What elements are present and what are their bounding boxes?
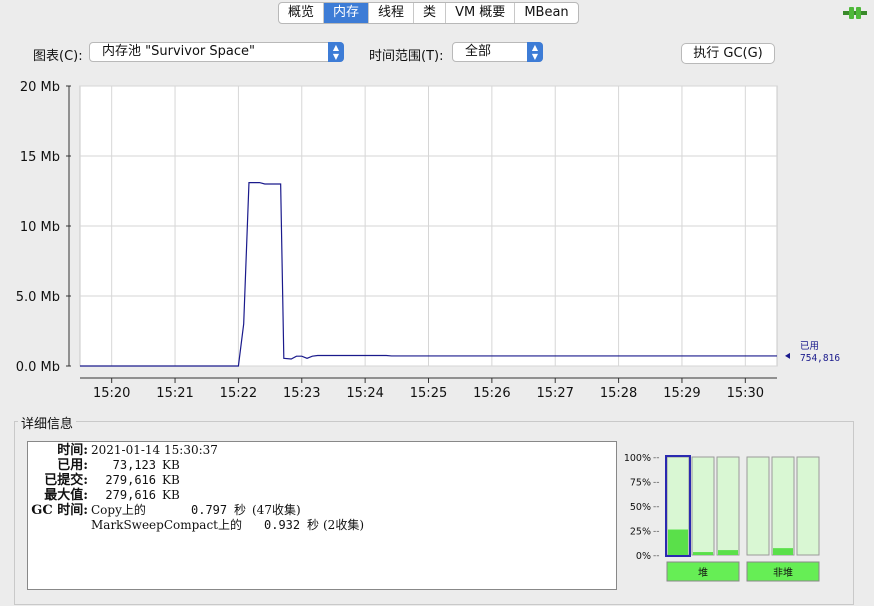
gc-time-label: GC 时间: xyxy=(31,503,88,518)
committed-value: 279,616 xyxy=(105,473,156,487)
x-tick-label: 15:24 xyxy=(346,386,383,401)
gc1-time: 0.797 xyxy=(191,503,228,517)
tab-4[interactable]: VM 概要 xyxy=(446,3,516,23)
time-label: 时间: xyxy=(57,443,88,458)
committed-unit: KB xyxy=(162,473,180,487)
bar-y-tick-dash: -- xyxy=(653,502,660,512)
chart-select-value: 内存池 "Survivor Space" xyxy=(102,44,255,59)
y-tick-label: 15 Mb xyxy=(20,150,60,165)
x-tick-label: 15:25 xyxy=(410,386,447,401)
heap-pool-used-fill xyxy=(718,550,738,555)
y-tick-label: 0.0 Mb xyxy=(16,360,60,375)
heap-pool-bar xyxy=(691,456,715,556)
chart-select[interactable]: 内存池 "Survivor Space" ▲ ▼ xyxy=(89,42,344,62)
y-tick-label: 10 Mb xyxy=(20,220,60,235)
end-label-value: 754,816 xyxy=(800,353,840,364)
bar-y-tick-label: 100% xyxy=(624,453,651,464)
memory-chart: 0.0 Mb 5.0 Mb 10 Mb 15 Mb 20 Mb 15:20 15:21 15:… xyxy=(16,80,841,401)
bar-y-tick-dash: -- xyxy=(653,453,660,463)
bar-y-tick-label: 50% xyxy=(630,502,651,513)
x-tick-label: 15:22 xyxy=(220,386,257,401)
x-tick-label: 15:29 xyxy=(663,386,700,401)
heap-pool-used-fill xyxy=(668,529,688,555)
time-range-select[interactable]: 全部 ▲ ▼ xyxy=(452,42,543,62)
gc1-name: Copy上的 xyxy=(91,503,146,517)
gc1-unit: 秒 xyxy=(234,503,247,517)
tab-2[interactable]: 线程 xyxy=(369,3,415,23)
perform-gc-button[interactable]: 执行 GC(G) xyxy=(681,43,775,64)
details-text-area: 时间: 2021-01-14 15:30:37 已用: 73,123 KB 已提… xyxy=(27,441,617,590)
end-marker xyxy=(785,352,790,359)
used-label: 已用: xyxy=(57,458,88,473)
used-value: 73,123 xyxy=(112,458,156,472)
gc2-count: (2收集) xyxy=(323,518,364,532)
x-tick-label: 15:21 xyxy=(156,386,193,401)
heap-pool-bar xyxy=(716,456,740,556)
y-tick-label: 5.0 Mb xyxy=(16,290,60,305)
chevron-updown-icon: ▲ ▼ xyxy=(527,42,543,62)
nonheap-pool-bar xyxy=(771,456,795,556)
nonheap-group-label: 非堆 xyxy=(773,567,793,579)
selected-pool-outline xyxy=(665,455,691,557)
end-label-title: 已用 xyxy=(800,341,819,352)
tab-3[interactable]: 类 xyxy=(414,3,447,23)
nonheap-pool-bar xyxy=(796,456,820,556)
memory-pool-bars: 100% --75% --50% --25% --0% --堆 非堆 xyxy=(624,453,820,582)
bar-y-tick-dash: -- xyxy=(653,478,660,488)
details-title: 详细信息 xyxy=(18,413,77,432)
heap-group-box xyxy=(666,561,740,582)
x-tick-label: 15:23 xyxy=(283,386,320,401)
max-value: 279,616 xyxy=(105,488,156,502)
gc1-count: (47收集) xyxy=(252,503,301,517)
bar-y-tick-label: 0% xyxy=(636,551,651,562)
used-unit: KB xyxy=(162,458,180,472)
tab-bar: 概览 内存 线程类 VM 概要 MBean xyxy=(278,2,579,24)
bar-y-tick-label: 25% xyxy=(630,527,651,538)
bar-y-tick-label: 75% xyxy=(630,478,651,489)
tab-0[interactable]: 概览 xyxy=(279,3,325,23)
heap-pool-used-fill xyxy=(693,552,713,555)
time-value: 2021-01-14 15:30:37 xyxy=(91,443,218,457)
connection-plug-icon[interactable] xyxy=(843,6,867,20)
x-tick-label: 15:20 xyxy=(93,386,130,401)
gc2-name: MarkSweepCompact上的 xyxy=(91,518,242,532)
bar-y-tick-dash: -- xyxy=(653,527,660,537)
max-unit: KB xyxy=(162,488,180,502)
heap-group-label: 堆 xyxy=(698,567,708,579)
time-range-label: 时间范围(T): xyxy=(369,49,444,64)
nonheap-pool-used-fill xyxy=(773,548,793,555)
bar-y-tick-dash: -- xyxy=(653,551,660,561)
x-tick-label: 15:26 xyxy=(473,386,510,401)
committed-label: 已提交: xyxy=(44,473,88,488)
time-range-value: 全部 xyxy=(465,44,492,59)
details-panel xyxy=(14,421,854,605)
y-tick-label: 20 Mb xyxy=(20,80,60,95)
max-label: 最大值: xyxy=(44,488,88,503)
tab-5[interactable]: MBean xyxy=(524,5,569,20)
x-tick-label: 15:27 xyxy=(536,386,573,401)
gc2-unit: 秒 xyxy=(307,518,320,532)
gc2-time: 0.932 xyxy=(264,518,301,532)
chart-label: 图表(C): xyxy=(33,49,83,64)
x-tick-label: 15:28 xyxy=(600,386,637,401)
used-series-line xyxy=(80,181,777,367)
tab-1[interactable]: 内存 xyxy=(324,3,370,23)
nonheap-pool-bar xyxy=(746,456,770,556)
chevron-updown-icon: ▲ ▼ xyxy=(328,42,344,62)
x-tick-label: 15:30 xyxy=(727,386,764,401)
nonheap-group-box xyxy=(746,561,820,582)
